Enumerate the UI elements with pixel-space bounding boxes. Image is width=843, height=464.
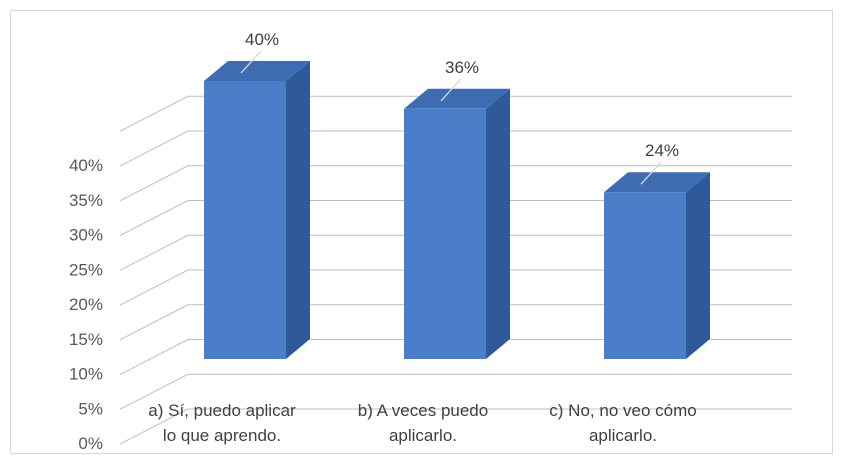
gridline-depth xyxy=(119,165,189,202)
gridline-depth xyxy=(119,200,189,236)
y-tick-label: 15% xyxy=(69,330,103,349)
y-tick-label: 30% xyxy=(69,226,103,245)
gridline-depth xyxy=(119,373,189,410)
y-tick-label: 0% xyxy=(78,434,103,453)
y-tick-label: 20% xyxy=(69,295,103,314)
gridline-depth xyxy=(119,130,189,167)
bar-side xyxy=(486,88,510,360)
bar-top xyxy=(204,61,310,81)
bar xyxy=(404,108,486,359)
x-category-label: aplicarlo. xyxy=(589,426,657,445)
gridline-depth xyxy=(119,234,189,271)
leader-line xyxy=(440,78,462,102)
bar-top xyxy=(404,88,510,109)
gridline-depth xyxy=(119,408,189,445)
bar-top xyxy=(604,172,710,193)
x-category-label: lo que aprendo. xyxy=(163,426,281,445)
x-category-label: aplicarlo. xyxy=(389,426,457,445)
gridline-depth xyxy=(119,339,189,375)
y-tick-label: 25% xyxy=(69,260,103,279)
bar xyxy=(204,81,286,359)
leader-line xyxy=(640,161,662,185)
y-tick-label: 40% xyxy=(69,156,103,175)
gridline-depth xyxy=(119,269,189,306)
leader-line xyxy=(240,50,262,74)
bar xyxy=(604,192,686,359)
bar-side xyxy=(686,172,710,359)
bar-side xyxy=(286,61,310,359)
data-label: 24% xyxy=(645,141,679,160)
y-tick-label: 35% xyxy=(69,191,103,210)
gridline-depth xyxy=(119,95,189,132)
data-label: 36% xyxy=(445,58,479,77)
y-tick-label: 5% xyxy=(78,399,103,418)
x-category-label: c) No, no veo cómo xyxy=(549,401,696,420)
x-category-label: a) Sí, puedo aplicar xyxy=(148,401,296,420)
x-category-label: b) A veces puedo xyxy=(358,401,488,420)
data-label: 40% xyxy=(245,30,279,49)
gridline-depth xyxy=(119,304,189,341)
y-tick-label: 10% xyxy=(69,365,103,384)
